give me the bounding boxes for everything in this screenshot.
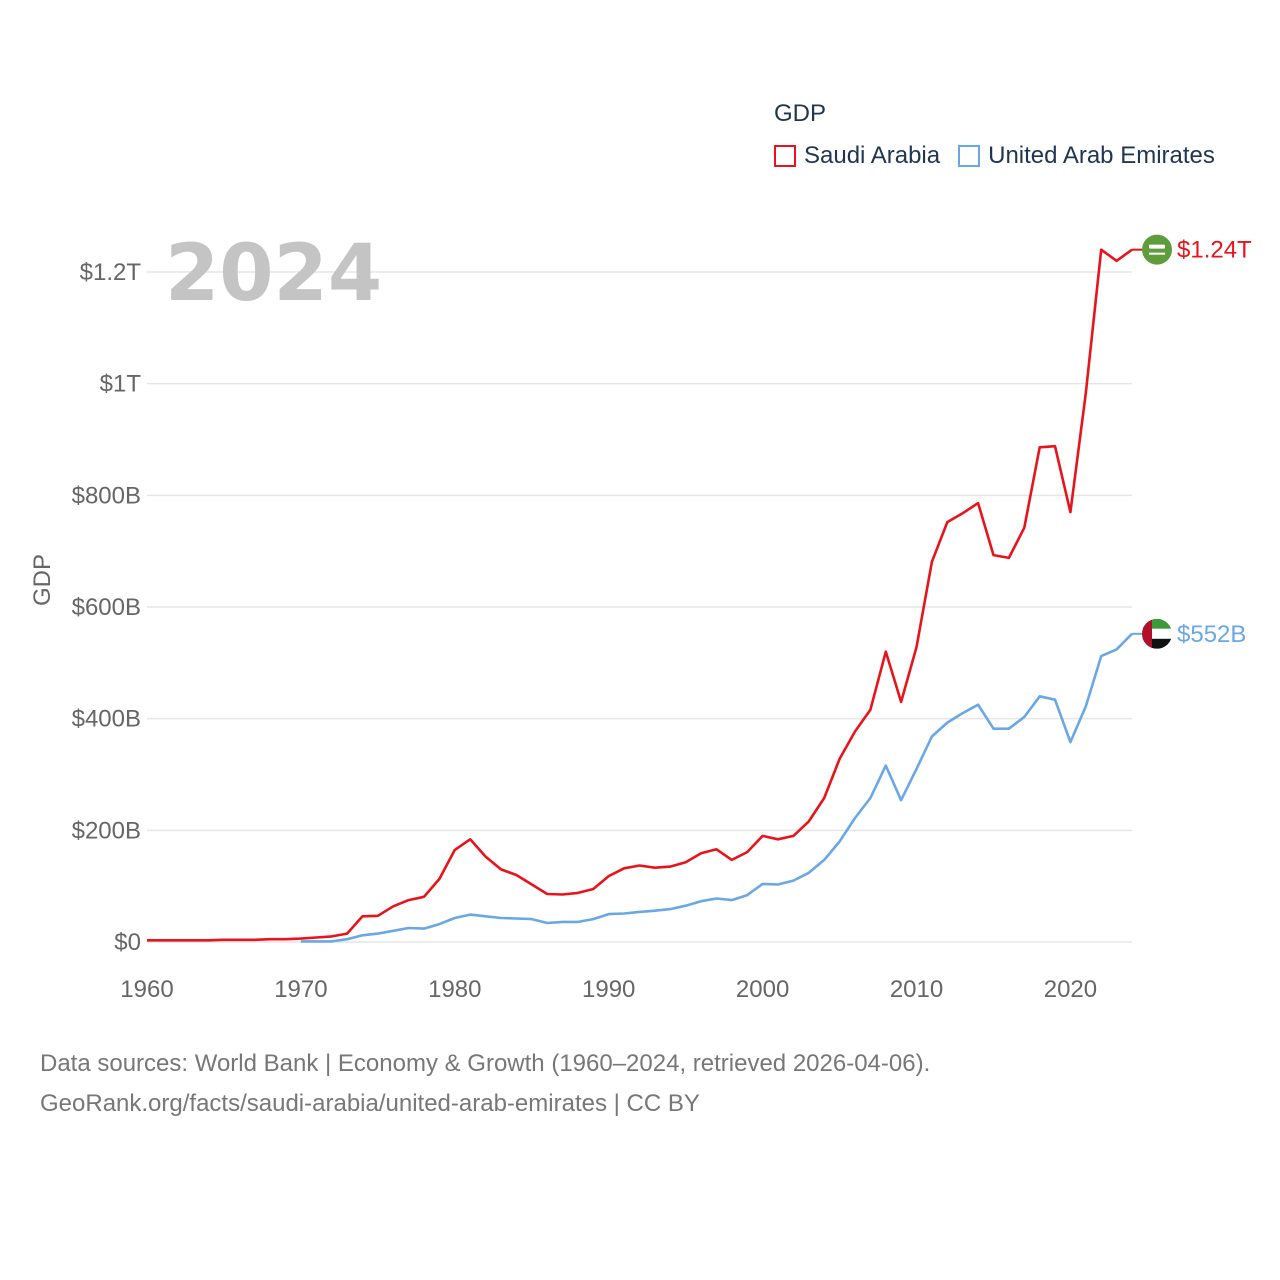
end-value-label-saudi-arabia: $1.24T	[1177, 237, 1252, 264]
x-tick-label: 1990	[582, 976, 635, 1003]
x-axis-tick-labels: 1960 1970 1980 1990 2000 2010 2020	[120, 976, 1097, 1003]
data-source-footer: Data sources: World Bank | Economy & Gro…	[40, 1044, 930, 1124]
y-axis-tick-labels: $0 $200B $400B $600B $800B $1T $1.2T	[72, 259, 142, 956]
legend-item-united-arab-emirates[interactable]: United Arab Emirates	[958, 142, 1215, 170]
legend-label-united-arab-emirates: United Arab Emirates	[988, 142, 1215, 169]
legend-title: GDP	[774, 100, 827, 127]
x-tick-label: 2000	[736, 976, 789, 1003]
series-line-saudi-arabia	[147, 248, 1133, 942]
end-value-label-united-arab-emirates: $552B	[1177, 621, 1246, 648]
series-line-united-arab-emirates	[300, 632, 1133, 943]
legend-swatch-united-arab-emirates	[958, 145, 981, 167]
year-label: 2024	[165, 229, 382, 319]
y-tick-label: $1.2T	[80, 259, 142, 286]
legend: Saudi Arabia United Arab Emirates	[774, 142, 1233, 170]
gridlines	[147, 271, 1132, 943]
x-tick-label: 2010	[890, 976, 943, 1003]
x-tick-label: 1980	[428, 976, 481, 1003]
x-tick-label: 1960	[120, 976, 173, 1003]
y-tick-label: $600B	[72, 594, 141, 621]
y-tick-label: $800B	[72, 482, 141, 509]
legend-swatch-saudi-arabia	[774, 145, 796, 167]
y-tick-label: $0	[114, 929, 141, 956]
series-end-markers: $1.24T $552B	[1132, 234, 1252, 649]
saudi-flag-icon	[1142, 234, 1172, 265]
series-lines	[147, 248, 1133, 943]
x-tick-label: 2020	[1044, 976, 1097, 1003]
y-tick-label: $200B	[72, 817, 141, 844]
source-line-1: Data sources: World Bank | Economy & Gro…	[40, 1050, 931, 1077]
legend-label-saudi-arabia: Saudi Arabia	[804, 142, 941, 169]
x-tick-label: 1970	[274, 976, 327, 1003]
legend-item-saudi-arabia[interactable]: Saudi Arabia	[774, 142, 940, 170]
y-tick-label: $400B	[72, 706, 141, 733]
source-line-2: GeoRank.org/facts/saudi-arabia/united-ar…	[40, 1090, 700, 1117]
uae-flag-icon	[1142, 618, 1172, 649]
y-axis-label: GDP	[29, 554, 56, 606]
y-tick-label: $1T	[100, 371, 142, 398]
